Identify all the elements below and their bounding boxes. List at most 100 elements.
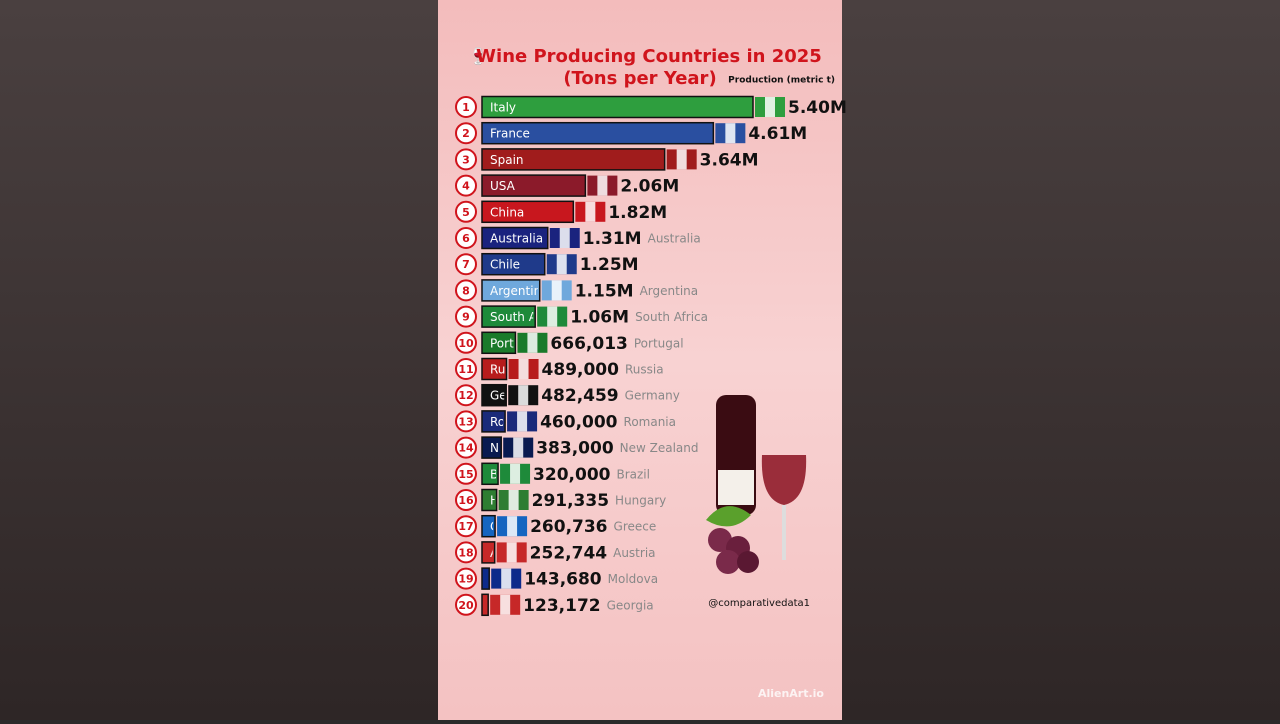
rank-badge <box>455 515 477 538</box>
bar <box>481 121 715 145</box>
axis-label: Production (metric t) <box>728 76 835 86</box>
left-blur <box>0 0 438 720</box>
outside-name: Portugal <box>634 336 684 350</box>
rank-label: 20 <box>458 599 474 612</box>
outside-name: South Africa <box>635 310 708 324</box>
rank-label: 5 <box>462 206 470 219</box>
value-label: 123,172 <box>523 596 600 616</box>
flag-stripe <box>559 228 570 248</box>
flag-stripe <box>500 594 511 615</box>
bar <box>481 357 508 381</box>
rank-label: 7 <box>462 258 470 271</box>
bar <box>481 593 489 617</box>
brand: AlienArt.io <box>758 687 824 700</box>
rank-label: 12 <box>458 389 473 402</box>
wine-illustration <box>706 395 807 574</box>
rank-label: 16 <box>458 494 474 507</box>
rank-badge <box>455 148 477 171</box>
bar <box>481 331 517 355</box>
rank-badge <box>455 384 477 407</box>
chart-subtitle: (Tons per Year) <box>563 68 716 89</box>
bar <box>481 383 507 407</box>
rank-badge <box>455 122 477 145</box>
rank-label: 6 <box>462 232 470 245</box>
outside-name: Romania <box>624 415 676 429</box>
flag-stripe <box>676 149 687 170</box>
flag-stripe <box>597 175 608 196</box>
bar-name: Portugal <box>490 336 540 350</box>
bar-name: Austria <box>490 546 532 560</box>
right-blur <box>842 0 1280 720</box>
value-label: 252,744 <box>530 543 608 563</box>
bar <box>481 541 496 564</box>
flag-stripe <box>513 437 524 458</box>
bar-name: Greece <box>490 520 533 534</box>
rank-badge <box>455 200 477 223</box>
rank-badge <box>455 253 477 276</box>
rank-label: 10 <box>458 337 474 350</box>
flag-stripe <box>556 254 567 275</box>
rank-badge <box>455 593 477 616</box>
flag-stripe <box>527 332 538 353</box>
title-icon: 🍷 <box>468 47 488 66</box>
flag-stripe <box>508 490 519 510</box>
value-label: 489,000 <box>542 360 620 380</box>
flag-stripe <box>506 542 517 563</box>
rank-badge <box>455 227 477 249</box>
rank-badge <box>455 462 477 485</box>
flag-stripe <box>551 280 562 301</box>
rank-badge <box>455 96 477 118</box>
rank-label: 13 <box>458 415 473 428</box>
bar-name: South Africa <box>490 310 563 324</box>
value-label: 143,680 <box>524 570 602 590</box>
value-label: 666,013 <box>550 334 627 354</box>
value-label: 1.15M <box>575 281 634 301</box>
rank-badge <box>455 489 477 511</box>
bar-name: China <box>490 205 524 219</box>
bar-name: Russia <box>490 363 529 377</box>
value-label: 383,000 <box>536 439 614 459</box>
rank-badge <box>455 305 477 328</box>
value-label: 1.25M <box>580 255 639 275</box>
rank-badge <box>455 174 477 197</box>
bar-name: Australia <box>490 232 543 246</box>
value-label: 1.82M <box>608 203 667 223</box>
bar <box>481 567 490 590</box>
flag-stripe <box>507 516 518 537</box>
value-label: 3.64M <box>700 150 759 170</box>
rank-label: 11 <box>458 363 473 376</box>
bar-name: Spain <box>490 153 524 167</box>
flag-stripe <box>518 359 529 379</box>
rank-label: 2 <box>462 127 470 140</box>
bar <box>481 305 536 328</box>
flag-stripe <box>501 568 512 589</box>
bar-name: France <box>490 127 530 141</box>
chart-title: Wine Producing Countries in 2025 <box>476 46 822 67</box>
outside-name: Brazil <box>616 467 650 481</box>
bar-name: Romania <box>490 415 542 429</box>
value-label: 260,736 <box>530 517 607 537</box>
outside-name: Georgia <box>607 598 654 612</box>
rank-badge <box>455 410 477 433</box>
bar <box>481 279 541 302</box>
bar <box>481 410 506 433</box>
bar <box>481 148 666 171</box>
value-label: 2.06M <box>620 177 679 197</box>
bar <box>481 436 502 459</box>
rank-badge <box>455 279 477 302</box>
bar <box>481 174 587 197</box>
outside-name: Austria <box>613 546 655 560</box>
outside-name: Russia <box>625 363 664 377</box>
flag-stripe <box>765 97 775 117</box>
bar-name: USA <box>490 179 516 193</box>
rank-badge <box>455 436 477 459</box>
bar-name: Chile <box>490 258 520 272</box>
rank-badge <box>455 331 477 354</box>
outside-name: Australia <box>648 232 701 246</box>
bar <box>481 226 549 250</box>
value-label: 4.61M <box>748 124 807 144</box>
rank-label: 14 <box>458 442 474 455</box>
rank-label: 18 <box>458 546 473 559</box>
bar <box>481 462 499 486</box>
